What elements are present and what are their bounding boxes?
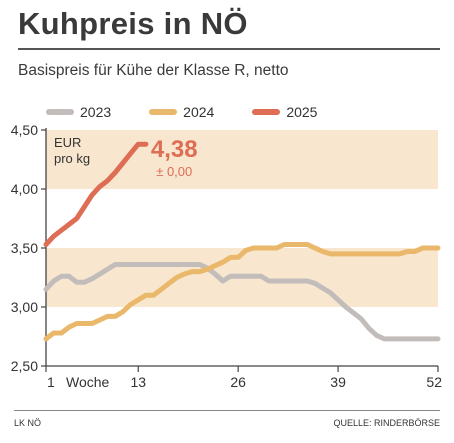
chart-subtitle: Basispreis für Kühe der Klasse R, netto (18, 62, 289, 79)
y-tick-label-0: 2,50 (11, 358, 38, 374)
legend-label-2025: 2025 (286, 104, 318, 120)
y-tick-label-2: 3,50 (11, 240, 38, 256)
legend-label-2024: 2024 (183, 104, 215, 120)
legend-swatch-2025 (252, 109, 281, 115)
highlight-change: ± 0,00 (156, 164, 192, 179)
legend-item-2025: 2025 (252, 104, 317, 120)
title-divider (18, 48, 440, 50)
x-tick-label-2: 26 (230, 374, 246, 390)
chart-legend: 2023 2024 2025 (46, 104, 317, 120)
series-line-2023 (43, 262, 441, 342)
highlight-value: 4,38 (151, 136, 198, 163)
legend-swatch-2024 (149, 109, 178, 115)
legend-item-2024: 2024 (149, 104, 214, 120)
series-line-2024 (43, 242, 441, 342)
x-tick-label-0: 1 (47, 374, 55, 390)
footer-source-left: LK NÖ (14, 418, 42, 428)
chart-title: Kuhpreis in NÖ (18, 6, 248, 41)
footer-source-right: QUELLE: RINDERBÖRSE (333, 418, 440, 428)
x-tick-label-1: 13 (130, 374, 146, 390)
unit-label-per-kg: pro kg (54, 151, 90, 166)
x-tick-label-3: 39 (330, 374, 346, 390)
series-line-2025 (43, 141, 149, 247)
legend-swatch-2023 (46, 109, 74, 115)
x-axis-title: Woche (66, 374, 110, 390)
legend-label-2023: 2023 (80, 104, 112, 120)
y-tick-label-1: 3,00 (11, 299, 38, 315)
y-tick-label-4: 4,50 (11, 122, 38, 138)
y-tick-label-3: 4,00 (11, 181, 38, 197)
legend-item-2023: 2023 (46, 104, 111, 120)
unit-label-eur: EUR (54, 135, 81, 150)
footer-divider (14, 410, 440, 411)
x-tick-label-4: 52 (426, 374, 442, 390)
